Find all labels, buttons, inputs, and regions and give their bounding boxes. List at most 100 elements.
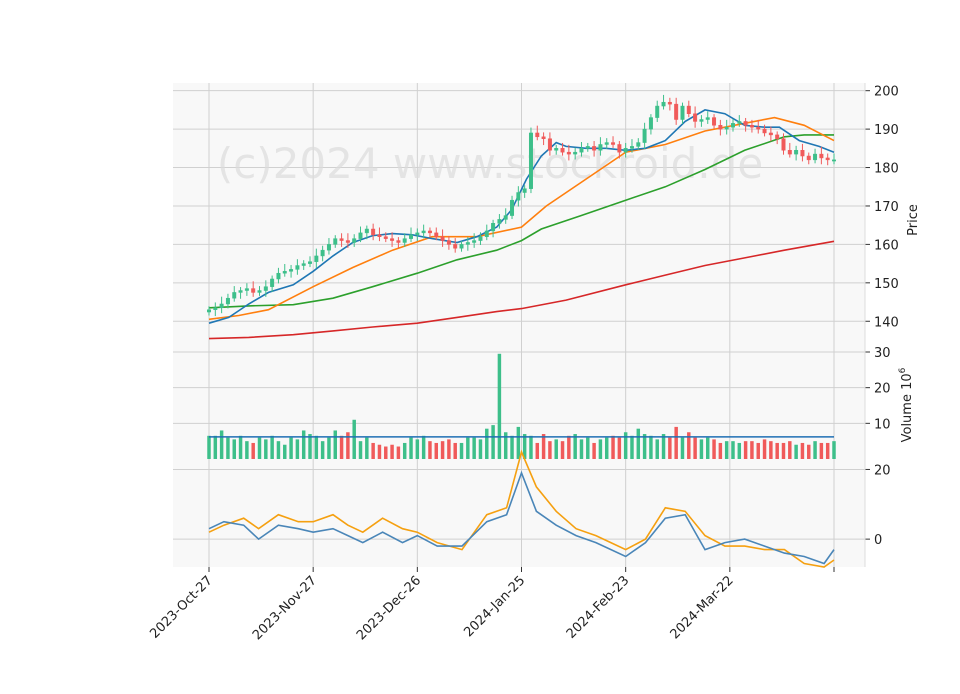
candle-body (667, 101, 672, 105)
candle-body (402, 238, 407, 243)
volume-bar (301, 430, 306, 459)
volume-bar (415, 439, 420, 459)
volume-bar (510, 435, 514, 459)
candle-body (446, 240, 451, 245)
candle-body (522, 188, 527, 193)
candle-body (434, 232, 439, 237)
candle-body (314, 255, 319, 262)
oscillator-lines (208, 449, 835, 568)
candle-body (535, 132, 540, 138)
volume-bar (706, 437, 710, 459)
moving-averages (208, 109, 835, 340)
oscillator-tick-label: 0 (874, 533, 882, 548)
volume-bar (687, 432, 691, 459)
ma-mid-line (208, 116, 835, 321)
candle-body (326, 244, 331, 251)
volume-bar (642, 434, 647, 459)
candle-body (712, 117, 717, 126)
volume-bar (756, 442, 760, 459)
volume-bar (630, 435, 634, 459)
candle-body (611, 142, 616, 145)
candle-body (768, 132, 773, 136)
x-tick-label: 2024-Jan-25 (461, 573, 528, 640)
volume-bar (295, 439, 300, 459)
candle-body (680, 105, 685, 120)
volume-bar (257, 437, 262, 459)
panel-backgrounds (173, 83, 865, 567)
candle-body (409, 234, 414, 239)
candle-body (648, 117, 653, 130)
candle-body (276, 272, 281, 280)
candle-body (743, 121, 748, 126)
volume-bar (649, 435, 653, 459)
candle-body (415, 232, 420, 236)
candle-body (705, 117, 710, 120)
volume-bar (548, 441, 552, 459)
candle-body (528, 132, 533, 189)
volume-bar (781, 442, 786, 459)
price-tick-label: 190 (874, 123, 899, 138)
candle-body (674, 103, 679, 120)
candle-body (219, 303, 224, 309)
volume-bar (516, 426, 521, 459)
candle-body (617, 144, 622, 153)
candle-body (655, 105, 660, 118)
candle-body (497, 219, 502, 224)
volume-bar (522, 434, 527, 459)
volume-bar (377, 444, 382, 459)
volume-bar (283, 444, 287, 459)
candle-body (295, 265, 300, 270)
volume-bar (346, 432, 350, 459)
volume-bar (472, 437, 476, 459)
candle-body (484, 230, 489, 237)
volume-bar (314, 435, 319, 459)
candle-body (516, 192, 521, 201)
volume-bar (718, 442, 723, 459)
oscillator-panel-bg (173, 459, 865, 567)
candle-body (339, 238, 344, 241)
volume-bar (409, 437, 413, 459)
volume-bar (813, 441, 817, 459)
candle-body (453, 244, 458, 249)
volume-bar (819, 442, 824, 459)
candle-body (825, 157, 830, 161)
candlesticks (207, 94, 836, 317)
volume-bar (485, 428, 489, 459)
candle-body (560, 148, 565, 153)
volume-bar (655, 439, 659, 459)
candle-body (421, 230, 426, 234)
candle-body (832, 159, 836, 162)
candle-body (345, 240, 350, 243)
volume-bar (226, 437, 230, 459)
oscillator-line-b (208, 449, 835, 568)
candle-body (661, 101, 666, 107)
volume-bar (402, 442, 407, 459)
candle-body (598, 144, 603, 151)
ma-fast-line (208, 109, 835, 324)
x-tick-label: 2023-Dec-26 (354, 573, 424, 643)
volume-axis-label: Volume 106 (898, 367, 915, 442)
volume-bar (466, 437, 470, 459)
volume-bar (699, 439, 704, 459)
volume-bar (825, 442, 830, 459)
volume-bar (491, 425, 495, 459)
volume-bar (579, 439, 584, 459)
volume-bar (712, 439, 716, 459)
volume-bar (333, 430, 337, 459)
candle-body (592, 146, 597, 151)
volume-bar (289, 437, 293, 459)
volume-bar (358, 441, 363, 459)
volume-bar (800, 442, 805, 459)
volume-bar (674, 426, 678, 459)
x-tick-label: 2023-Nov-27 (250, 573, 320, 643)
candle-body (465, 242, 470, 245)
volume-bar (693, 437, 697, 459)
candle-body (693, 113, 698, 122)
candle-body (585, 146, 590, 149)
candle-body (756, 126, 761, 130)
volume-bar (661, 434, 666, 459)
candle-body (207, 309, 211, 313)
candle-body (731, 123, 735, 128)
price-tick-label: 170 (874, 200, 899, 215)
candle-body (718, 125, 723, 130)
